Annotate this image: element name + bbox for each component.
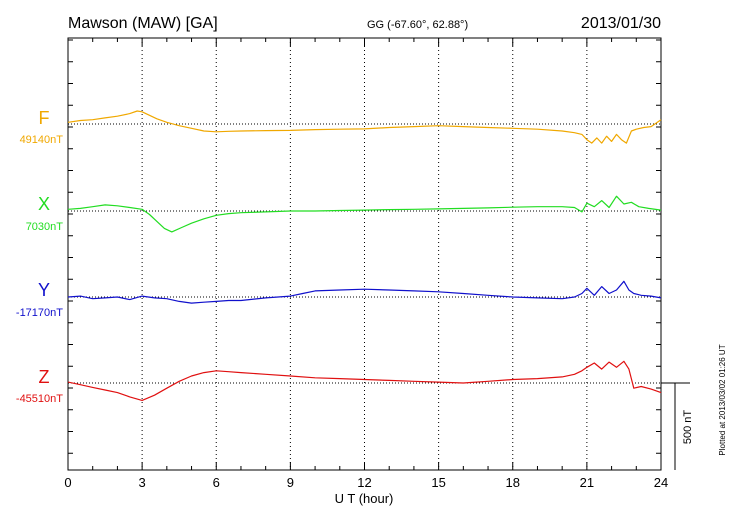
x-axis-label: U T (hour)	[335, 491, 394, 506]
series-line-z	[67, 360, 662, 401]
x-tick-label-6: 6	[213, 475, 220, 490]
x-tick-label-3: 3	[139, 475, 146, 490]
x-tick-label-12: 12	[357, 475, 371, 490]
series-name-z: Z	[39, 367, 50, 387]
series-name-y: Y	[38, 280, 50, 300]
series-name-x: X	[38, 194, 50, 214]
axis-ticks	[67, 38, 662, 470]
series-curves	[67, 110, 662, 401]
x-tick-label-21: 21	[580, 475, 594, 490]
series-labels: F 49140nT X 7030nT Y -17170nT Z -45510nT	[16, 108, 63, 405]
x-tick-label-9: 9	[287, 475, 294, 490]
scale-bar: 500 nT	[661, 382, 694, 470]
vertical-gridlines	[141, 38, 588, 470]
station-title: Mawson (MAW) [GA]	[68, 15, 218, 32]
x-tick-label-18: 18	[506, 475, 520, 490]
series-baseline-label-z: -45510nT	[16, 393, 63, 405]
plotted-at-note: Plotted at 2013/03/02 01:26 UT	[718, 344, 727, 455]
series-baseline-label-y: -17170nT	[16, 307, 63, 319]
x-tick-label-24: 24	[654, 475, 668, 490]
x-tick-labels: 0 3 6 9 12 15 18 21 24	[64, 475, 668, 490]
series-line-x	[67, 195, 662, 233]
series-name-f: F	[39, 108, 50, 128]
scale-bar-label: 500 nT	[682, 410, 694, 445]
x-tick-label-0: 0	[64, 475, 71, 490]
date-label: 2013/01/30	[581, 15, 661, 32]
x-tick-label-15: 15	[431, 475, 445, 490]
series-line-f	[67, 110, 662, 144]
series-line-y	[67, 280, 662, 304]
coordinates-label: GG (-67.60°, 62.88°)	[367, 19, 468, 31]
series-baseline-label-x: 7030nT	[26, 221, 64, 233]
series-baseline-label-f: 49140nT	[20, 134, 64, 146]
